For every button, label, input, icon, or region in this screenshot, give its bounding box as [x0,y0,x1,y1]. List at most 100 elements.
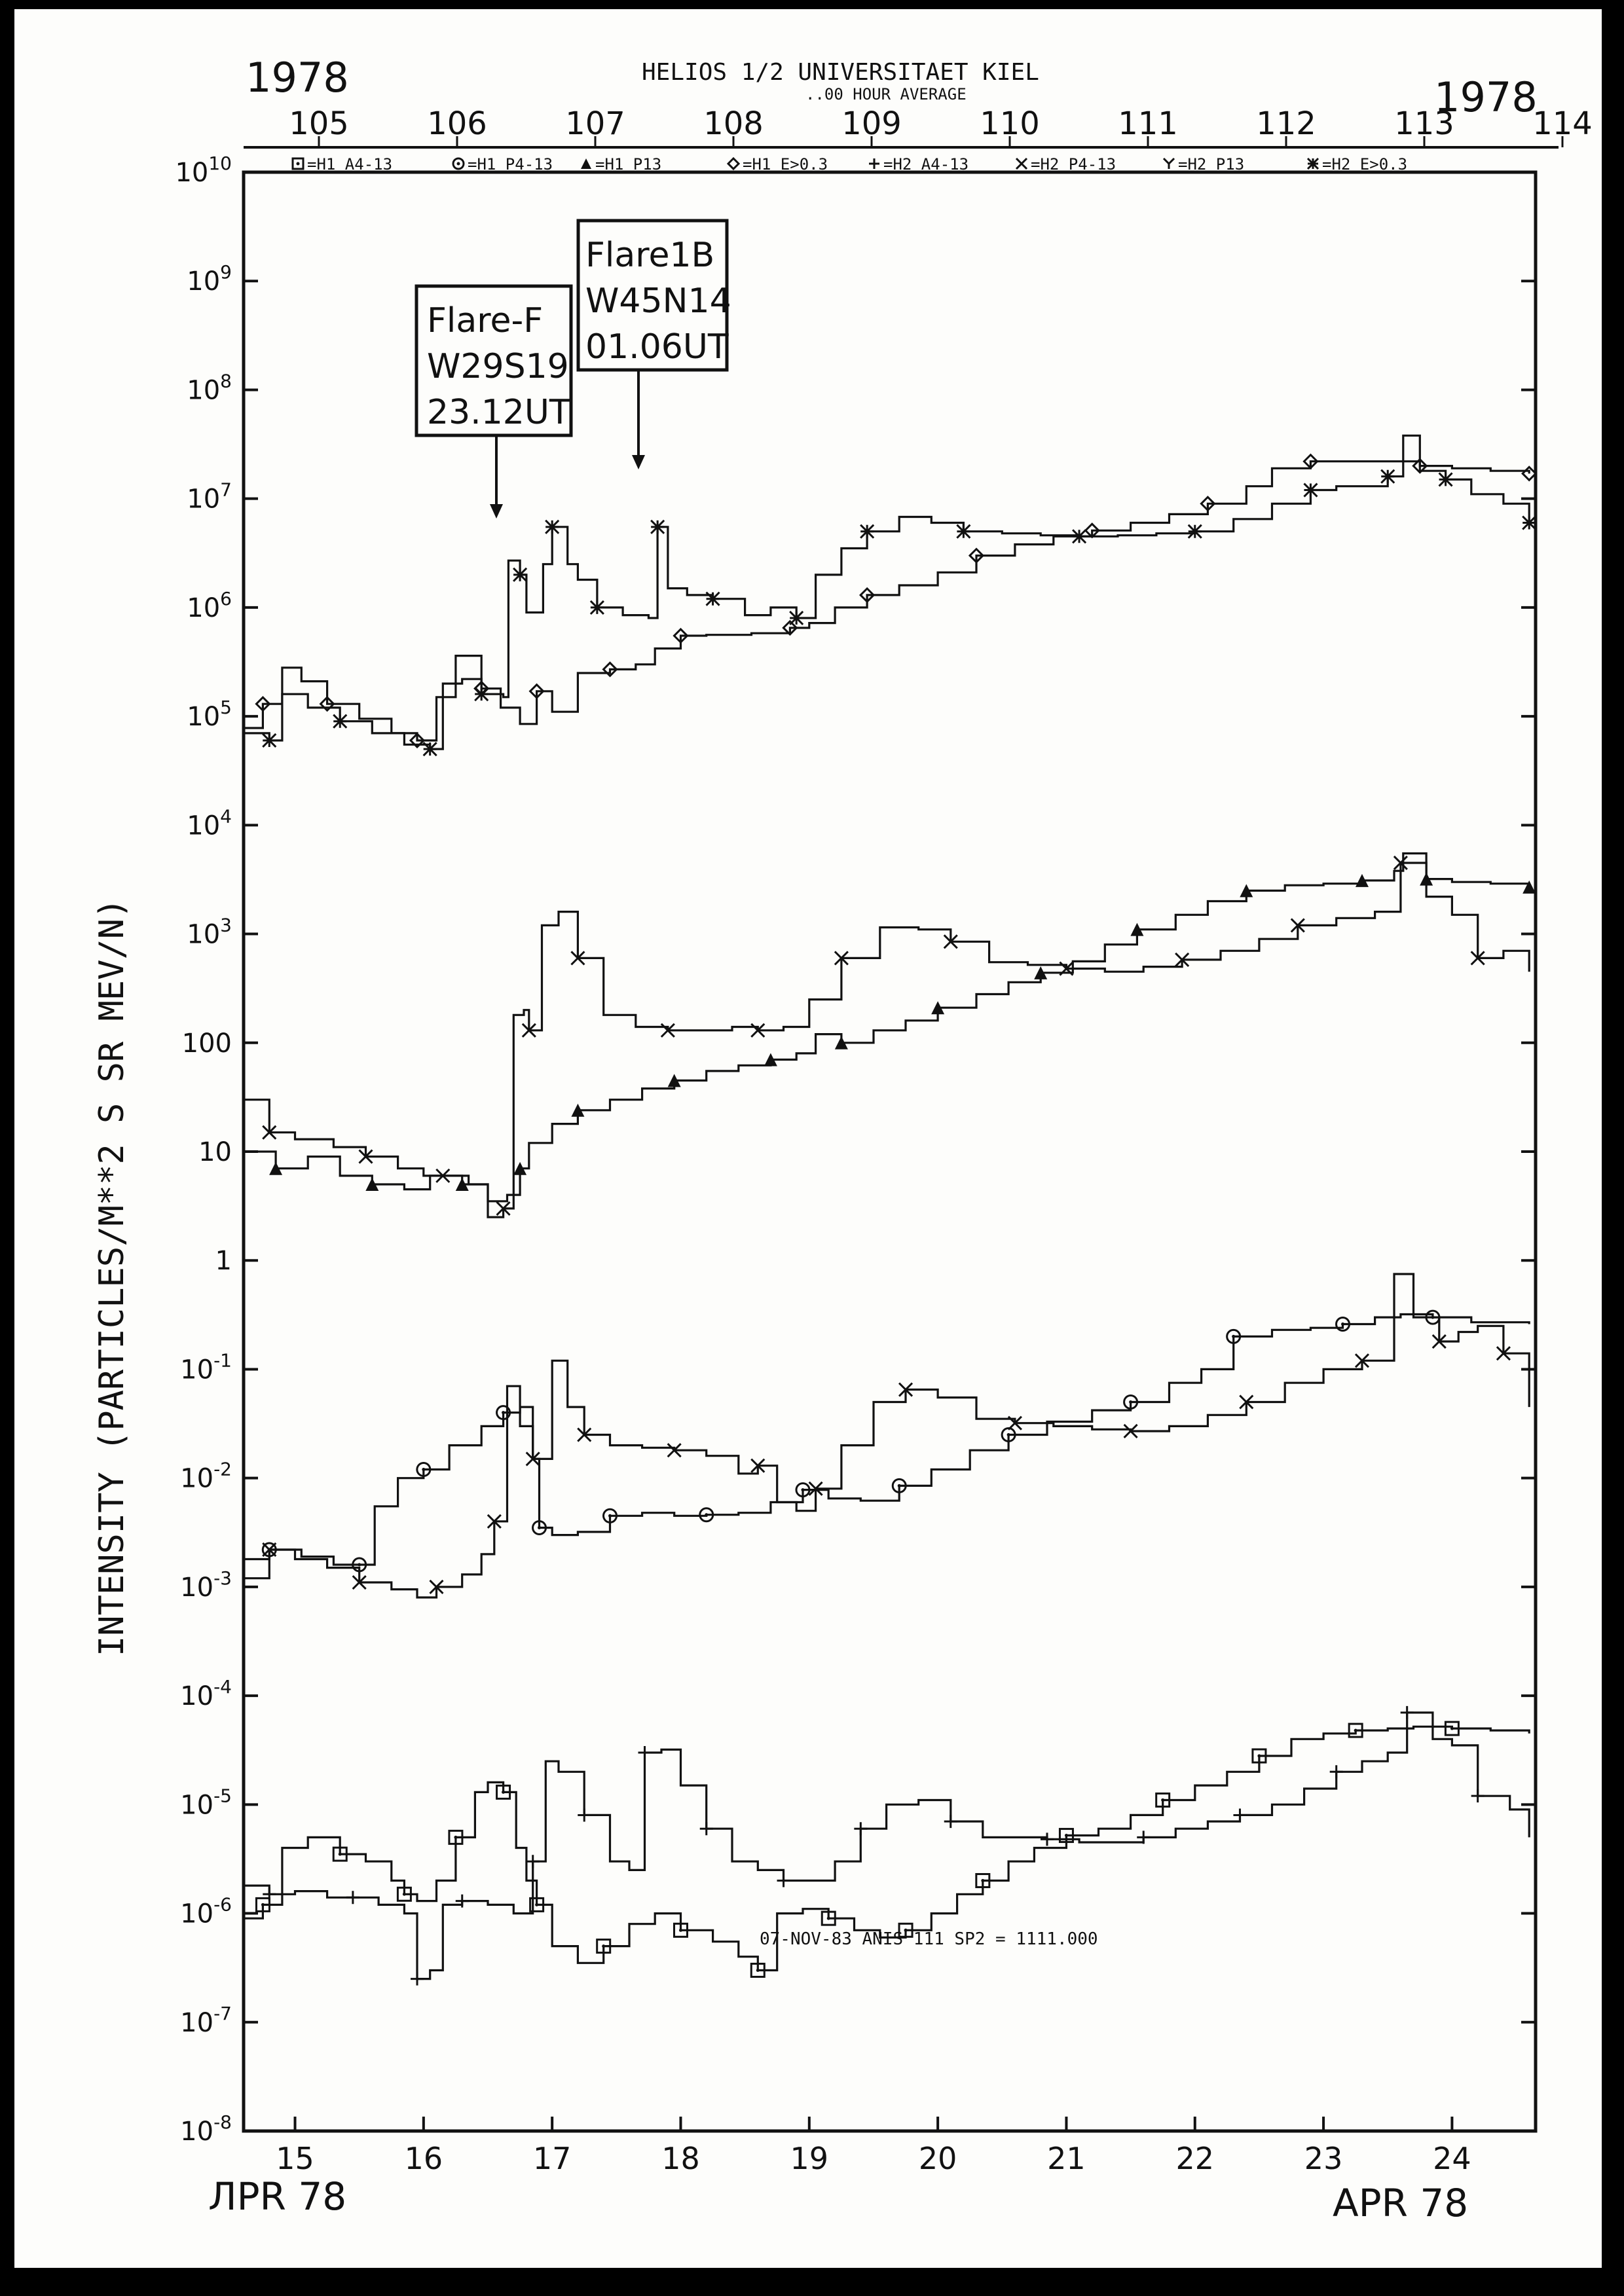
triangle-marker [931,1001,945,1015]
square-marker [291,157,304,170]
x-marker [750,1023,766,1038]
x-tick-label: 18 [661,2141,700,2176]
triangle-marker [764,1053,777,1066]
y-tick-label: 105 [187,697,232,732]
flare-f-line1: Flare-F [427,301,543,340]
top-tick-label: 107 [565,105,625,142]
square-marker [596,1939,612,1954]
x-marker [435,1168,451,1183]
x-marker [496,1201,511,1216]
square-marker [821,1910,836,1926]
x-marker [1354,1353,1370,1368]
x-marker [521,1023,536,1038]
square-marker [255,1897,270,1912]
triangle-marker [571,1103,585,1117]
triangle-marker [1240,884,1253,898]
asterisk-marker [789,610,804,626]
series-line [244,852,1530,1203]
triangle-marker [1034,966,1048,979]
x-marker [1470,951,1485,966]
asterisk-marker [333,714,348,729]
month-label-right: APR 78 [1333,2181,1468,2225]
x-marker [1007,1415,1022,1430]
x-tick-label: 17 [533,2141,572,2176]
legend-item-y: =H2 P13 [1162,155,1244,173]
legend-item-asterisk: =H2 E>0.3 [1306,155,1407,173]
series-line [244,460,1530,742]
x-marker [429,1579,444,1594]
series-line [244,862,1530,1218]
y-tick-label: 1 [215,1246,232,1276]
triangle-marker [1522,880,1536,894]
asterisk-marker [589,600,604,615]
plus-marker [1471,1789,1485,1803]
plus-marker [944,1815,957,1829]
y-tick-label: 108 [187,370,232,405]
asterisk-marker [1380,469,1395,484]
top-tick-label: 109 [841,105,902,142]
y-tick-label: 106 [187,588,232,623]
legend-item-triangle: =H1 P13 [581,155,661,173]
asterisk-marker [545,519,560,534]
legend-label: =H1 E>0.3 [743,155,828,173]
x-marker [943,934,958,949]
diamond-marker [859,587,876,604]
x-tick-label: 23 [1304,2141,1343,2176]
plus-marker [699,1822,713,1836]
square-marker [529,1897,545,1912]
asterisk-marker [422,742,437,757]
flare-f-arrow-icon [490,504,503,519]
asterisk-marker [513,567,528,582]
axes-group: 10-810-710-610-510-410-310-210-111010010… [175,105,1592,2176]
top-tick-label: 112 [1256,105,1316,142]
x-marker [525,1451,540,1467]
square-marker [496,1784,511,1800]
x-marker [1123,1423,1138,1439]
flare-1b-line3: 01.06UT [585,327,729,367]
x-tick-label: 20 [919,2141,957,2176]
series-line [244,1273,1530,1599]
asterisk-marker [956,524,971,539]
month-label-left: ЛPR 78 [208,2174,346,2219]
legend-label: =H1 P4-13 [468,155,553,173]
diamond-marker [782,619,798,636]
footer-caption: 07-NOV-83 ANIS 111 SP2 = 1111.000 [760,1929,1098,1949]
diamond-marker [1302,453,1319,469]
series-1 [244,434,1537,757]
y-tick-label: 10-8 [180,2111,232,2147]
x-marker [1431,1334,1447,1349]
x-marker [1393,855,1408,871]
plus-marker [1233,1808,1247,1822]
plus-marker [638,1746,652,1760]
plus-marker [346,1891,360,1904]
top-tick-label: 105 [289,105,349,142]
y-tick-label: 10-5 [180,1785,232,1820]
x-marker [660,1023,675,1038]
square-marker [1444,1721,1460,1736]
asterisk-marker [1438,472,1453,487]
legend-item-x: =H2 P4-13 [1015,155,1116,173]
top-tick-label: 113 [1394,105,1454,142]
x-marker [487,1514,502,1529]
diamond-marker [1521,465,1538,482]
legend-row: =H1 A4-13 =H1 P4-13 =H1 P13 =H1 E>0.3 =H2 A4… [291,155,1407,173]
flare-1b-arrow-icon [632,455,645,469]
legend-item-circle: =H1 P4-13 [452,155,553,173]
legend-label: =H1 P13 [595,155,661,173]
y-tick-label: 100 [182,1029,232,1059]
triangle-marker [1130,922,1144,936]
square-marker [1058,1828,1074,1844]
x-tick-label: 16 [405,2141,443,2176]
circle-marker [532,1520,547,1535]
chart-title: HELIOS 1/2 UNIVERSITAET KIEL [642,59,1039,86]
circle-marker [1226,1328,1242,1344]
x-tick-label: 21 [1047,2141,1086,2176]
legend-item-plus: =H2 A4-13 [869,155,969,173]
flare-f-line3: 23.12UT [427,393,570,432]
x-marker [358,1149,373,1164]
circle-marker [891,1478,907,1493]
triangle-marker [269,1161,283,1175]
circle-marker [496,1405,511,1421]
series-2 [244,852,1536,1203]
x-tick-label: 15 [276,2141,314,2176]
